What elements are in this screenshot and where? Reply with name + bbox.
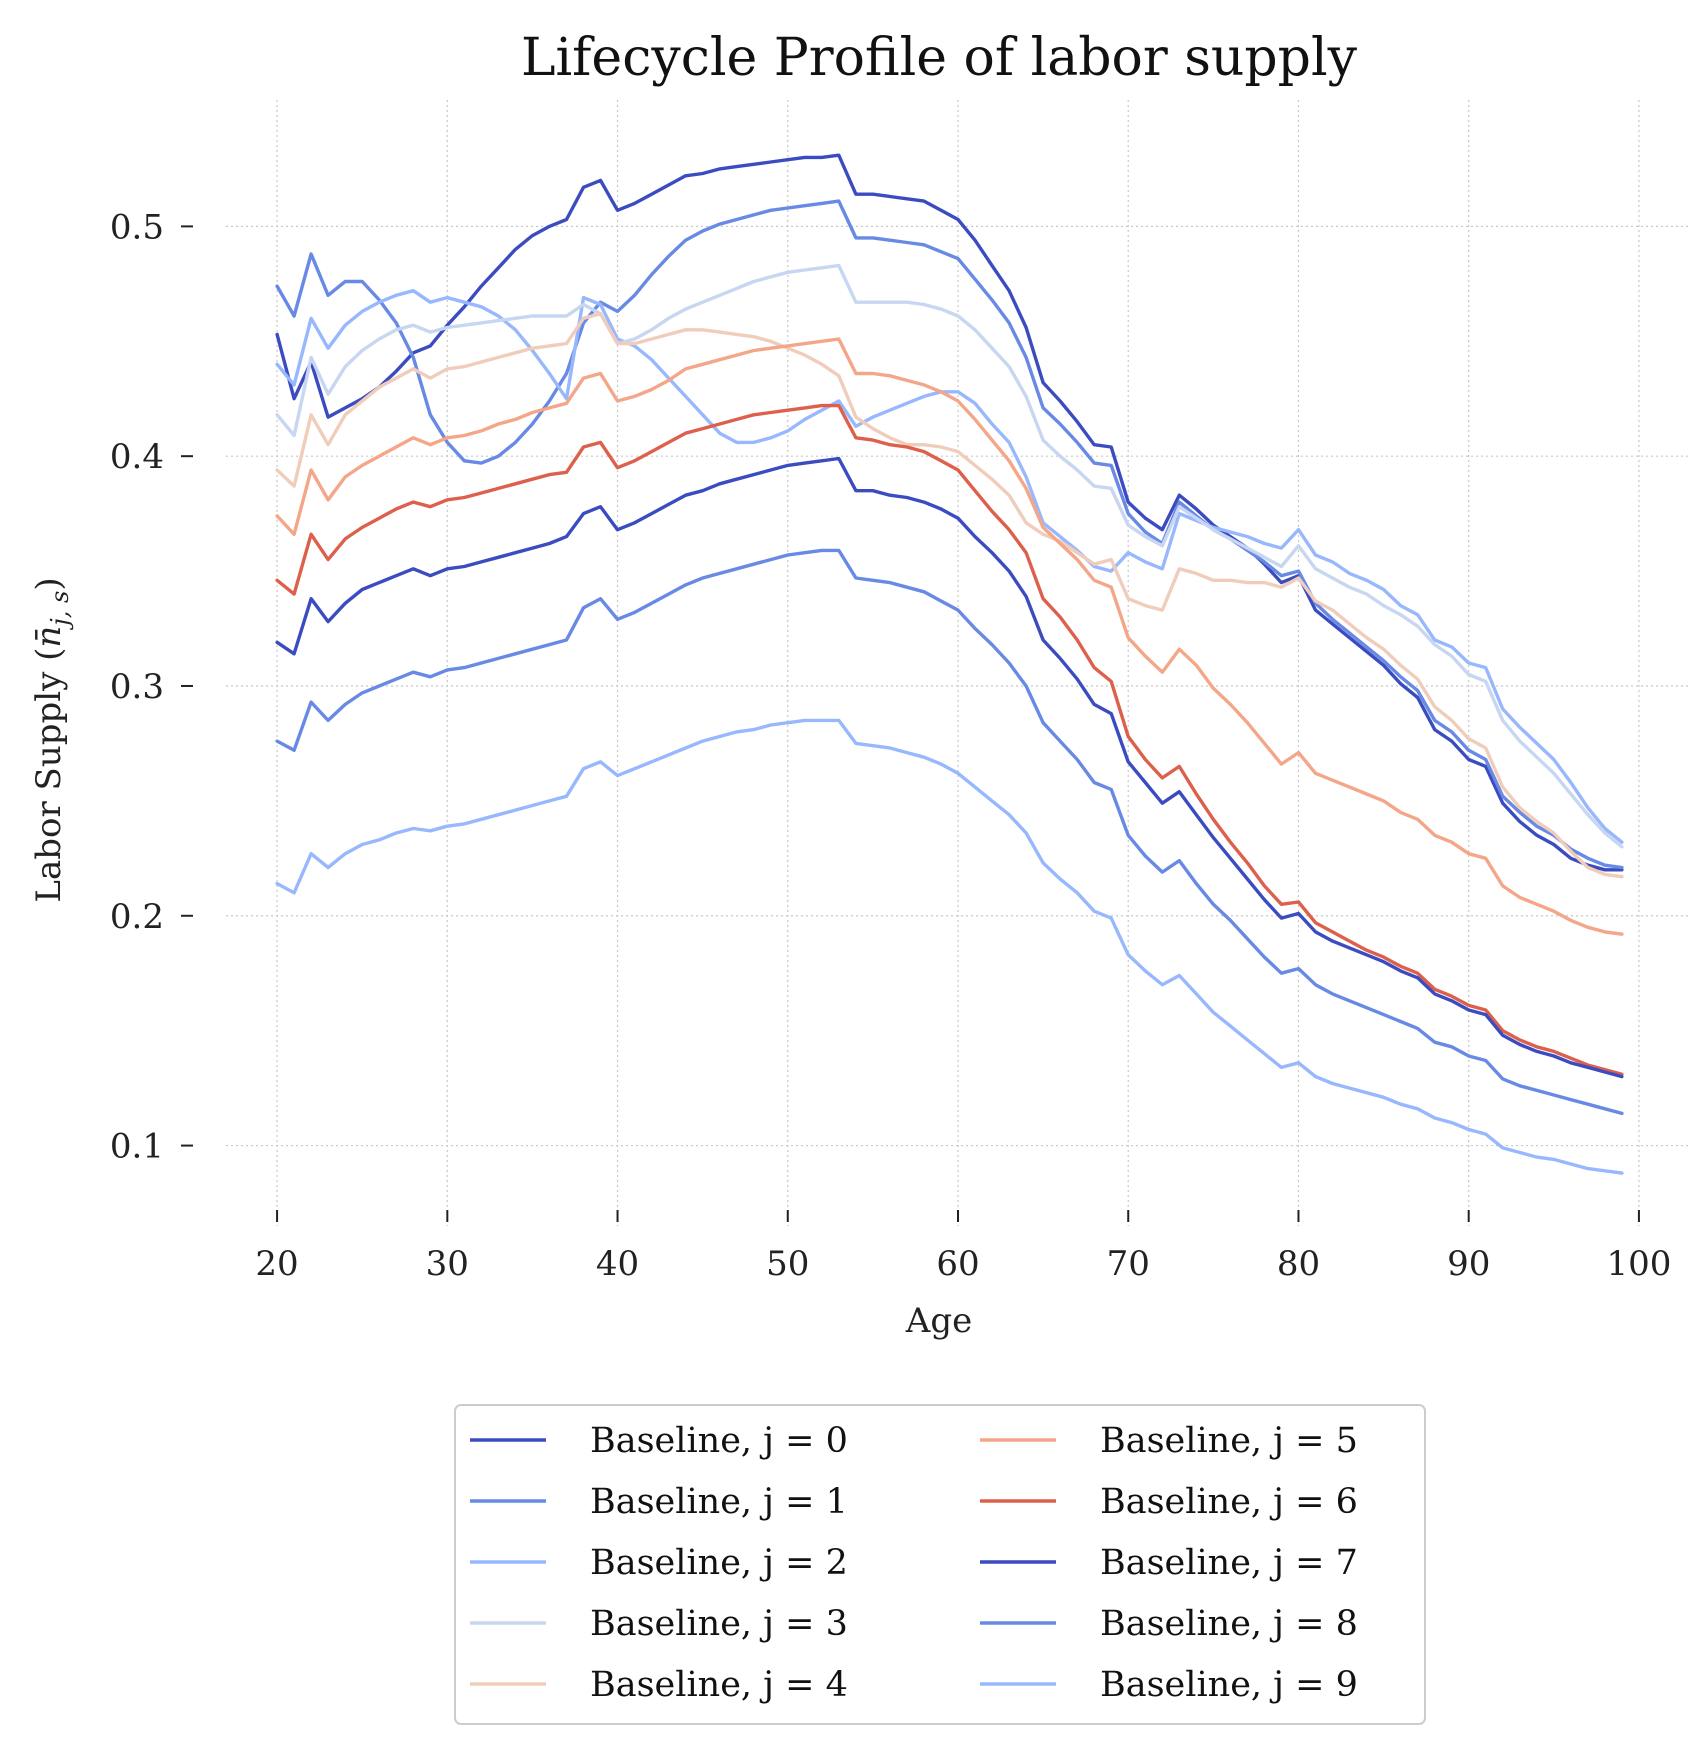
legend-label-j8: Baseline, j = 8 bbox=[1100, 1604, 1358, 1644]
x-tick-label: 70 bbox=[1107, 1244, 1150, 1284]
legend-label-j2: Baseline, j = 2 bbox=[590, 1543, 848, 1583]
legend: Baseline, j = 0 Baseline, j = 1 Baseline, … bbox=[454, 1404, 1426, 1725]
y-axis-label-main: Labor Supply ( bbox=[29, 648, 69, 903]
y-tick-label: 0.4 bbox=[110, 437, 164, 477]
y-axis-label: Labor Supply (n̄j, s) bbox=[29, 577, 74, 902]
series-lines bbox=[275, 153, 1624, 1175]
series-line-j4 bbox=[275, 312, 1624, 879]
x-tick-label: 80 bbox=[1277, 1244, 1320, 1284]
x-tick-label: 40 bbox=[596, 1244, 639, 1284]
grid-lines bbox=[226, 100, 1690, 1226]
series-line-j7 bbox=[275, 456, 1624, 1079]
x-tick-label: 50 bbox=[766, 1244, 809, 1284]
legend-label-j4: Baseline, j = 4 bbox=[590, 1665, 848, 1705]
series-line-j1 bbox=[275, 199, 1624, 870]
y-axis-label-symbol: n̄ bbox=[29, 626, 69, 648]
y-axis-label-subscript: j, s bbox=[46, 591, 74, 631]
legend-label-j3: Baseline, j = 3 bbox=[590, 1604, 848, 1644]
legend-label-j9: Baseline, j = 9 bbox=[1100, 1665, 1358, 1705]
chart-title: Lifecycle Profile of labor supply bbox=[521, 28, 1358, 88]
x-axis-label: Age bbox=[905, 1301, 972, 1341]
series-line-j2 bbox=[275, 289, 1624, 844]
series-line-j5 bbox=[275, 337, 1624, 936]
legend-label-j7: Baseline, j = 7 bbox=[1100, 1543, 1358, 1583]
series-line-j6 bbox=[275, 403, 1624, 1077]
axes: 20 30 40 50 60 70 80 90 100 0.1 0.2 0.3 0.4 0.5 bbox=[110, 207, 1671, 1284]
y-tick-label: 0.3 bbox=[110, 667, 164, 707]
y-tick-label: 0.1 bbox=[110, 1127, 164, 1167]
legend-label-j0: Baseline, j = 0 bbox=[590, 1421, 848, 1461]
legend-frame bbox=[454, 1404, 1426, 1725]
legend-label-j6: Baseline, j = 6 bbox=[1100, 1482, 1358, 1522]
x-tick-label: 100 bbox=[1606, 1244, 1671, 1284]
y-tick-label: 0.2 bbox=[110, 897, 164, 937]
legend-label-j1: Baseline, j = 1 bbox=[590, 1482, 848, 1522]
x-tick-label: 30 bbox=[426, 1244, 469, 1284]
x-tick-label: 60 bbox=[936, 1244, 979, 1284]
series-line-j8 bbox=[275, 548, 1624, 1116]
series-line-j3 bbox=[275, 263, 1624, 849]
x-tick-label: 20 bbox=[255, 1244, 298, 1284]
x-tick-label: 90 bbox=[1447, 1244, 1490, 1284]
y-axis-label-close: ) bbox=[29, 577, 69, 590]
series-line-j0 bbox=[275, 153, 1624, 872]
y-tick-label: 0.5 bbox=[110, 207, 164, 247]
legend-label-j5: Baseline, j = 5 bbox=[1100, 1421, 1358, 1461]
series-line-j9 bbox=[275, 718, 1624, 1175]
